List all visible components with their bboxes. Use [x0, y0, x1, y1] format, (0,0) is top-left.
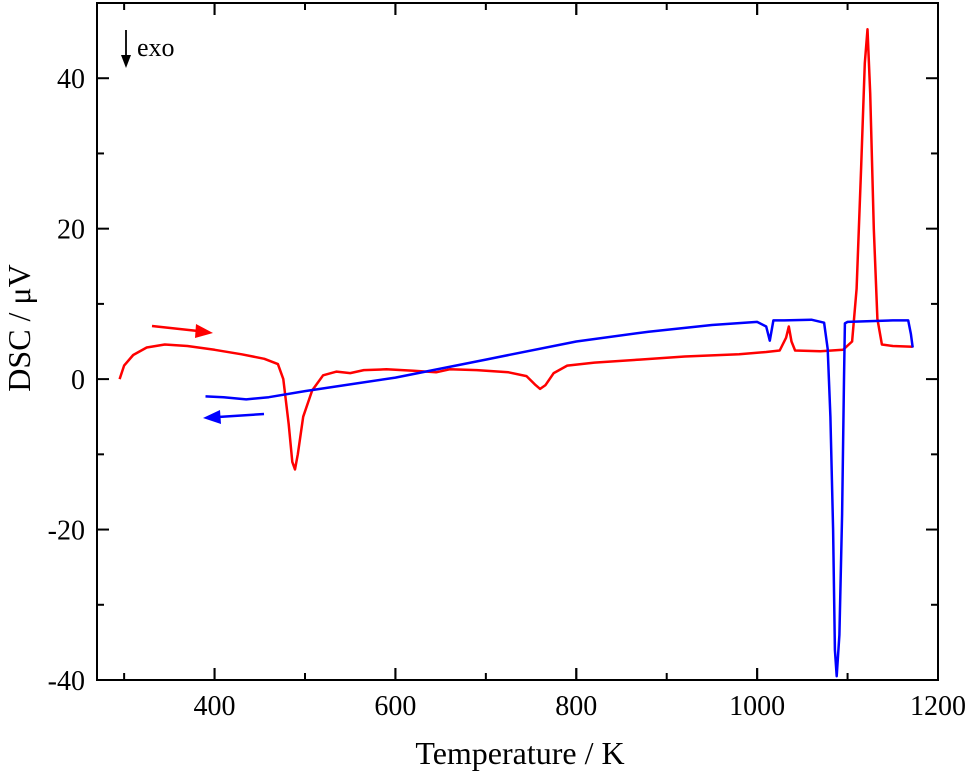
exo-down-arrow-icon [121, 30, 131, 68]
y-tick-label: 40 [57, 64, 85, 95]
x-axis-label: Temperature / K [415, 735, 624, 771]
y-tick-label: -40 [48, 666, 85, 697]
plot-frame [96, 2, 939, 681]
x-tick-label: 800 [555, 691, 597, 722]
x-tick-label: 1000 [729, 691, 785, 722]
ticks-layer: 400 600 800 1000 1200 -40 -20 0 20 40 [48, 2, 966, 722]
exo-annotation: exo [137, 33, 175, 62]
cooling-curve [205, 318, 914, 678]
y-axis-label: DSC / μV [1, 264, 37, 391]
y-tick-label: 20 [57, 215, 85, 246]
series-layer [118, 28, 914, 678]
x-tick-label: 600 [374, 691, 416, 722]
x-tick-label: 1200 [910, 691, 966, 722]
y-tick-label: 0 [71, 365, 85, 396]
heating-direction-arrow [151, 324, 213, 338]
y-tick-label: -20 [48, 516, 85, 547]
heating-curve [118, 28, 913, 471]
cooling-direction-arrow [203, 410, 265, 424]
x-tick-label: 400 [194, 691, 236, 722]
